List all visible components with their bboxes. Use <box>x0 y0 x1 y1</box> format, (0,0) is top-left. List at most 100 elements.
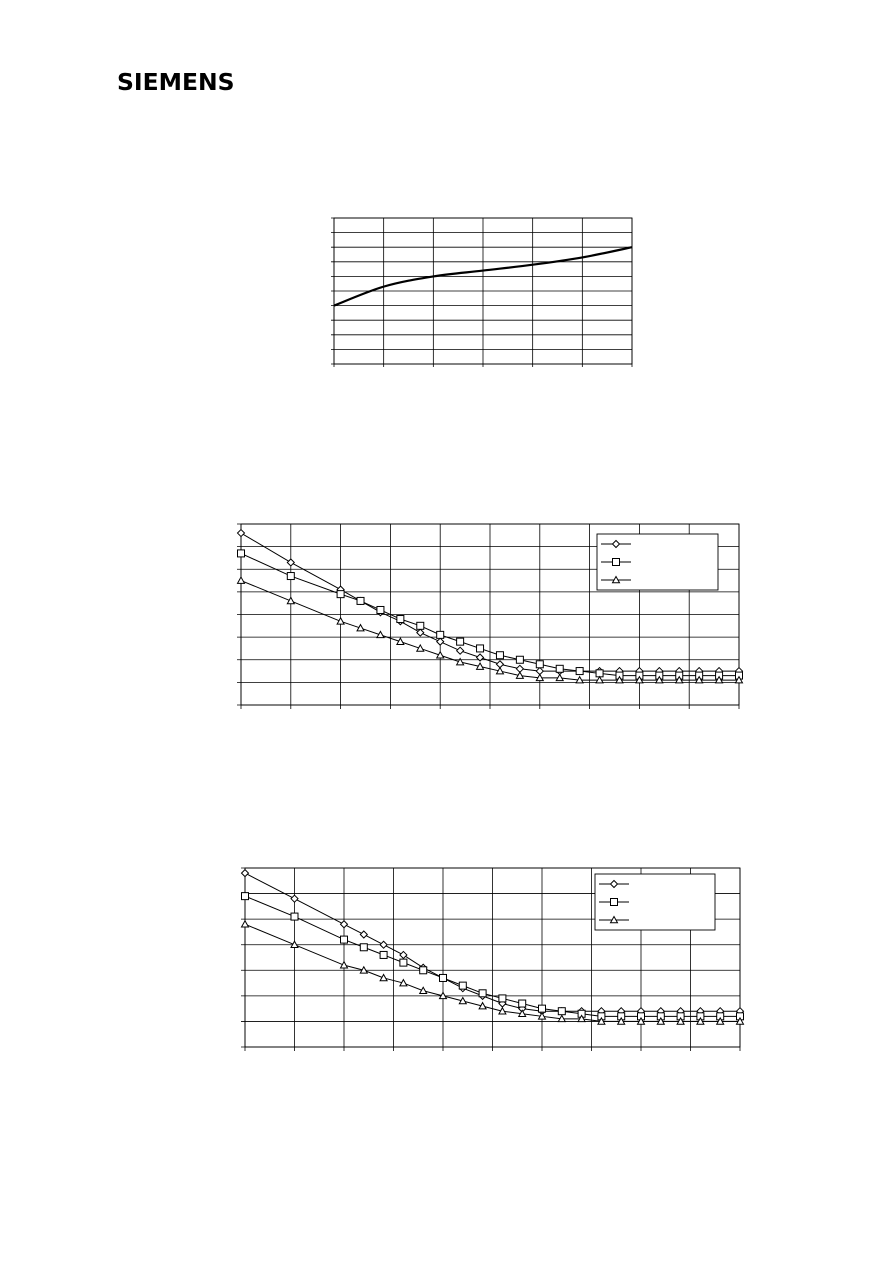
data-point-square <box>399 958 408 967</box>
data-point-square <box>538 1004 546 1013</box>
data-point-square <box>557 1007 566 1016</box>
data-point-triangle <box>498 1006 507 1015</box>
data-point-triangle <box>694 675 704 684</box>
data-point-square <box>555 664 564 673</box>
plot-grid <box>331 217 633 367</box>
data-point-triangle <box>635 675 644 684</box>
data-point-square <box>515 655 524 664</box>
series-3 <box>236 576 744 684</box>
data-point-triangle <box>478 1001 487 1010</box>
data-point-triangle <box>359 965 369 974</box>
series-3 <box>240 919 745 1025</box>
data-point-square <box>241 892 249 901</box>
data-point-diamond <box>236 528 246 538</box>
data-point-triangle <box>714 675 724 684</box>
data-point-triangle <box>636 1016 646 1025</box>
series-line <box>333 246 633 307</box>
data-point-triangle <box>240 919 250 928</box>
data-point-diamond <box>339 920 349 929</box>
plot-area-border <box>240 523 740 706</box>
data-point-triangle <box>376 630 385 639</box>
data-point-triangle <box>595 675 604 684</box>
plot-area-border <box>244 867 741 1048</box>
data-point-triangle <box>616 1016 626 1025</box>
data-point-diamond <box>455 646 465 655</box>
data-point-diamond <box>379 940 388 949</box>
data-point-diamond <box>416 628 425 637</box>
data-point-triangle <box>577 1014 586 1023</box>
data-point-square <box>456 637 465 646</box>
data-point-square <box>237 549 245 558</box>
data-point-square <box>336 590 345 599</box>
data-point-triangle <box>575 675 584 684</box>
data-point-triangle <box>656 1016 666 1025</box>
data-point-diamond <box>290 894 299 903</box>
data-point-triangle <box>676 1016 685 1025</box>
data-point-square <box>575 667 584 676</box>
chart-legend <box>594 873 716 931</box>
legend-marker-diamond <box>609 879 619 889</box>
data-point-square <box>419 966 428 975</box>
data-point-triangle <box>555 673 565 682</box>
data-point-triangle <box>339 960 349 969</box>
data-point-diamond <box>399 950 408 960</box>
data-point-triangle <box>535 673 545 682</box>
data-point-triangle <box>435 650 445 659</box>
data-point-square <box>379 950 388 959</box>
data-point-triangle <box>735 1016 745 1025</box>
data-point-square <box>535 660 544 669</box>
data-point-triangle <box>734 675 744 684</box>
data-point-square <box>436 630 445 639</box>
data-point-triangle <box>438 991 448 1000</box>
data-point-diamond <box>435 637 445 646</box>
data-point-square <box>340 935 348 944</box>
data-point-square <box>290 912 299 921</box>
chart-legend <box>596 533 719 591</box>
legend-marker-square <box>612 558 620 566</box>
data-point-square <box>376 605 385 614</box>
data-point-triangle <box>286 596 296 605</box>
data-point-triangle <box>557 1014 567 1023</box>
data-point-triangle <box>396 637 405 645</box>
data-point-triangle <box>674 675 684 684</box>
series-1 <box>333 246 633 307</box>
data-point-triangle <box>696 1016 705 1025</box>
legend-marker-square <box>610 898 618 906</box>
data-point-square <box>356 596 365 605</box>
data-point-triangle <box>654 675 664 684</box>
data-point-square <box>458 981 467 990</box>
data-point-square <box>396 615 405 624</box>
data-point-diamond <box>240 868 250 878</box>
legend-marker-diamond <box>611 539 621 549</box>
data-point-triangle <box>495 666 505 675</box>
data-point-triangle <box>515 671 525 679</box>
data-point-square <box>439 973 447 982</box>
data-point-triangle <box>290 940 299 949</box>
data-point-diamond <box>286 558 296 567</box>
data-point-triangle <box>597 1016 606 1025</box>
data-point-triangle <box>236 576 246 584</box>
legend-marker-triangle <box>609 915 619 924</box>
data-point-triangle <box>379 973 388 982</box>
data-point-triangle <box>356 623 365 632</box>
data-point-triangle <box>336 616 345 625</box>
data-point-square <box>498 994 507 1003</box>
data-point-square <box>359 943 368 952</box>
data-point-triangle <box>537 1011 547 1020</box>
plot-area-border <box>333 217 633 365</box>
data-point-triangle <box>517 1009 527 1018</box>
data-point-triangle <box>715 1016 725 1025</box>
data-point-triangle <box>458 996 468 1005</box>
data-point-triangle <box>418 986 428 995</box>
data-point-square <box>476 644 485 653</box>
data-point-triangle <box>615 675 624 684</box>
data-point-triangle <box>415 643 425 652</box>
data-point-square <box>478 989 487 998</box>
data-point-triangle <box>475 662 485 670</box>
series-2 <box>241 892 744 1021</box>
data-point-diamond <box>359 930 369 939</box>
